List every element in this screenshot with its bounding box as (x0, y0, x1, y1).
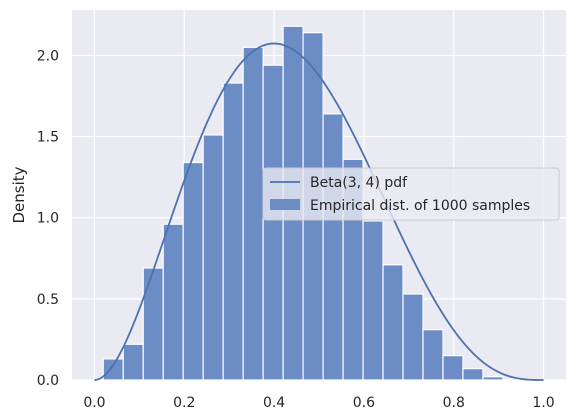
y-tick-label: 0.0 (37, 373, 59, 389)
pdf-line (94, 42, 544, 381)
histogram-bar (462, 368, 484, 381)
histogram-bar (482, 376, 504, 381)
x-tick-label: 0.4 (263, 395, 285, 411)
x-tick-label: 0.0 (83, 395, 105, 411)
legend-histogram-label: Empirical dist. of 1000 samples (310, 198, 530, 214)
x-tick-label: 0.6 (353, 395, 375, 411)
y-axis-title: Density (10, 166, 28, 223)
histogram-bar (202, 134, 224, 381)
legend-pdf-label: Beta(3, 4) pdf (310, 175, 408, 191)
y-tick-label: 1.0 (37, 211, 59, 227)
y-tick-label: 2.0 (37, 48, 59, 64)
histogram-bar (222, 82, 244, 381)
histogram-bar (382, 264, 404, 381)
x-tick-label: 1.0 (532, 395, 554, 411)
histogram-bar (402, 293, 424, 381)
histogram-bar (102, 358, 124, 381)
legend-box (262, 167, 560, 221)
histogram-bar (242, 46, 264, 381)
histogram-bar (422, 329, 444, 381)
legend-bar-swatch (270, 199, 300, 210)
histogram-bar (322, 113, 344, 381)
legend: Beta(3, 4) pdf Empirical dist. of 1000 s… (262, 167, 560, 221)
histogram-bar (122, 343, 144, 381)
x-tick-label: 0.2 (173, 395, 195, 411)
histogram-bar (142, 267, 164, 381)
y-tick-label: 1.5 (37, 130, 59, 146)
histogram-bar (362, 220, 384, 381)
y-tick-labels: 0.0 0.5 1.0 1.5 2.0 (37, 48, 59, 389)
histogram-bar (262, 64, 284, 381)
x-tick-labels: 0.0 0.2 0.4 0.6 0.8 1.0 (83, 395, 554, 411)
histogram-bar (162, 223, 184, 381)
y-tick-label: 0.5 (37, 292, 59, 308)
x-tick-label: 0.8 (443, 395, 465, 411)
histogram-bar (182, 161, 204, 381)
histogram-bar (442, 355, 464, 381)
